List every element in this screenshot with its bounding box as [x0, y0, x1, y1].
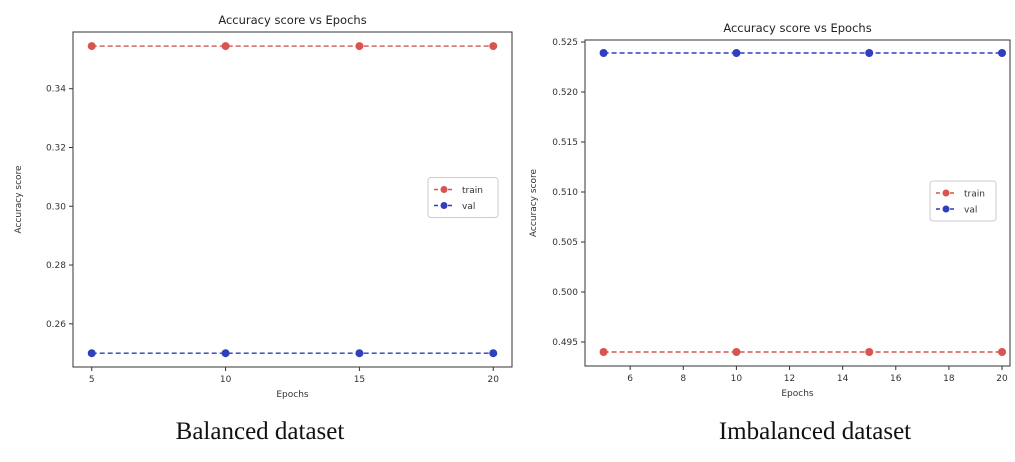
legend-label-val: val [964, 206, 977, 216]
y-tick-label: 0.515 [552, 138, 578, 148]
y-tick-label: 0.34 [46, 85, 66, 95]
chart-title: Accuracy score vs Epochs [218, 13, 366, 27]
y-tick-label: 0.28 [46, 261, 66, 271]
data-point-val [489, 349, 498, 358]
plot-frame [72, 31, 513, 368]
x-tick-label: 20 [996, 374, 1008, 384]
data-point-train [87, 42, 96, 51]
y-tick-label: 0.500 [552, 288, 578, 298]
legend-box [929, 180, 997, 222]
legend-label-train: train [964, 190, 985, 200]
x-tick-label: 15 [354, 375, 365, 385]
data-point-val [998, 49, 1007, 57]
y-axis-label: Accuracy score [14, 165, 24, 234]
data-point-val [732, 49, 741, 57]
data-point-val [355, 349, 364, 358]
y-tick-label: 0.495 [552, 338, 578, 348]
legend-label-val: val [462, 202, 475, 212]
data-point-val [221, 349, 230, 358]
data-point-train [355, 42, 364, 51]
data-point-val [599, 49, 608, 57]
x-tick-label: 18 [943, 374, 955, 384]
y-axis-label: Accuracy score [529, 168, 539, 237]
y-tick-label: 0.26 [46, 320, 66, 330]
caption-imbalanced: Imbalanced dataset [718, 418, 912, 445]
data-point-val [87, 349, 96, 358]
y-tick-label: 0.505 [552, 238, 578, 248]
chart-imbalanced: Accuracy score vs Epochs 0.495 0.500 0.505 0… [529, 21, 1011, 399]
y-tick-label: 0.520 [552, 88, 578, 98]
x-tick-label: 16 [890, 374, 902, 384]
legend-marker-train [942, 189, 950, 197]
data-point-val [865, 49, 874, 57]
y-tick-label: 0.30 [46, 202, 66, 212]
x-tick-label: 12 [784, 374, 795, 384]
chart-balanced: Accuracy score vs Epochs 0.26 0.28 0.30 0.32… [14, 13, 513, 400]
y-tick-label: 0.510 [552, 188, 578, 198]
x-tick-label: 10 [731, 374, 743, 384]
x-tick-label: 20 [488, 375, 500, 385]
x-tick-label: 5 [89, 375, 95, 385]
x-tick-label: 8 [680, 374, 686, 384]
caption-balanced: Balanced dataset [175, 418, 345, 445]
legend-marker-val [440, 202, 448, 209]
plot-frame [584, 39, 1011, 367]
legend-marker-val [942, 205, 950, 213]
data-point-train [998, 348, 1007, 356]
y-tick-label: 0.525 [552, 38, 578, 48]
data-point-train [732, 348, 741, 356]
legend-label-train: train [462, 186, 483, 196]
x-tick-label: 10 [220, 375, 232, 385]
data-point-train [221, 42, 230, 51]
legend-marker-train [440, 186, 448, 193]
chart-title: Accuracy score vs Epochs [723, 21, 871, 35]
x-axis-label: Epochs [276, 390, 309, 400]
data-point-train [865, 348, 874, 356]
y-tick-label: 0.32 [46, 143, 66, 153]
data-point-train [599, 348, 608, 356]
x-tick-label: 6 [627, 374, 633, 384]
x-axis-label: Epochs [781, 389, 814, 399]
x-tick-label: 14 [837, 374, 849, 384]
data-point-train [489, 42, 498, 51]
